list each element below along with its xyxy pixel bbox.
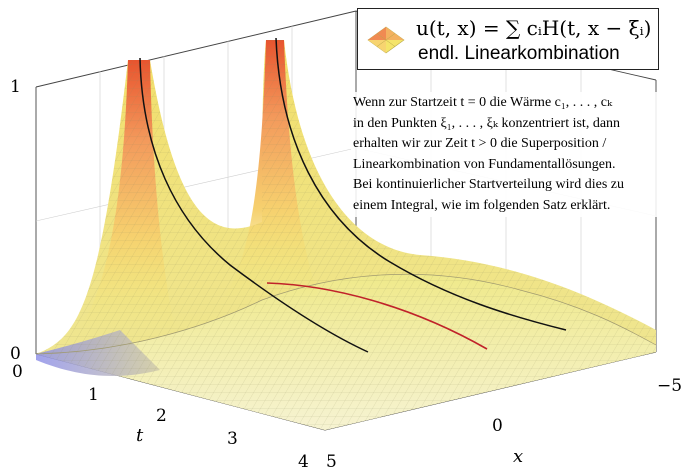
x-tick-neg5: −5 — [657, 376, 682, 396]
max-curve — [266, 282, 488, 350]
z-tick-1: 1 — [10, 77, 21, 97]
surface — [35, 40, 657, 430]
legend-label: endl. Linearkombination — [418, 43, 620, 64]
t-axis-label: t — [136, 425, 144, 446]
z-tick-0: 0 — [10, 344, 21, 364]
annotation-line-2: in den Punkten ξ₁, . . . , ξₖ konzentrie… — [353, 115, 621, 131]
t-tick-1: 1 — [88, 385, 99, 405]
annotation-line-1: Wenn zur Startzeit t = 0 die Wärme c₁, .… — [353, 95, 613, 110]
t-tick-4: 4 — [298, 452, 309, 470]
x-tick-0: 0 — [492, 416, 503, 436]
annotation-line-6: einem Integral, wie im folgenden Satz er… — [353, 197, 611, 213]
ridge-curve-1 — [139, 57, 369, 353]
legend-formula-rhs: ∑ cᵢH(t, x − ξᵢ) — [506, 16, 652, 40]
t-tick-2: 2 — [156, 406, 167, 426]
ridge-curves — [139, 37, 567, 353]
t-tick-0: 0 — [12, 362, 23, 382]
annotation-text: Wenn zur Startzeit t = 0 die Wärme c₁, .… — [351, 92, 671, 217]
t-tick-3: 3 — [227, 429, 238, 449]
legend-box: u(t, x) = ∑ cᵢH(t, x − ξᵢ) endl. Lineark… — [357, 8, 659, 70]
annotation-line-5: Bei kontinuierlicher Startverteilung wir… — [353, 177, 624, 192]
ridge-curve-2 — [275, 37, 567, 331]
x-axis-label: x — [513, 446, 523, 467]
x-tick-5: 5 — [326, 452, 337, 470]
legend-formula-lhs: u(t, x) = — [416, 16, 506, 40]
annotation-line-3: erhalten wir zur Zeit t > 0 die Superpos… — [353, 136, 607, 151]
surface-swatch-icon — [367, 26, 405, 54]
legend-formula: u(t, x) = ∑ cᵢH(t, x − ξᵢ) — [416, 16, 651, 40]
annotation-line-4: Linearkombination von Fundamentallösunge… — [353, 156, 616, 172]
